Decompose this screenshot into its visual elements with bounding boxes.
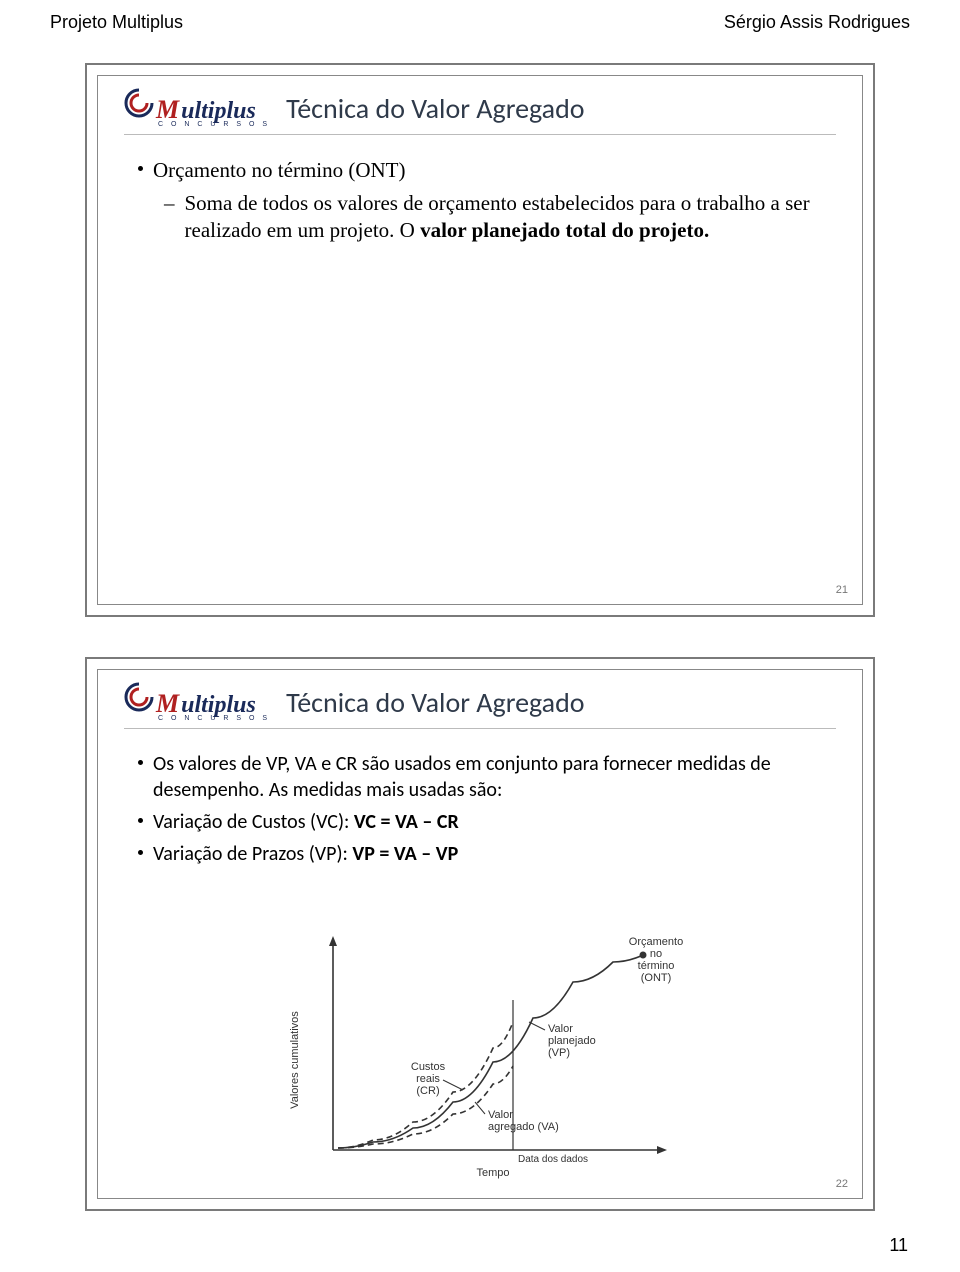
slide1-number: 21 xyxy=(836,584,848,596)
logo-subtitle: C O N C U R S O S xyxy=(158,715,270,722)
svg-text:término: término xyxy=(638,960,675,972)
bullet-icon xyxy=(138,818,143,823)
svg-text:(ONT): (ONT) xyxy=(641,972,672,984)
logo: Multiplus C O N C U R S O S xyxy=(124,88,270,128)
svg-text:Tempo: Tempo xyxy=(476,1167,509,1179)
slide2-bullet2: Variação de Custos (VC): VC = VA – CR xyxy=(153,809,459,835)
dash-icon: – xyxy=(164,190,175,244)
slide2-number: 22 xyxy=(836,1178,848,1190)
svg-text:Valor: Valor xyxy=(548,1023,573,1035)
slide2-bullet1: Os valores de VP, VA e CR são usados em … xyxy=(153,751,826,803)
header-right: Sérgio Assis Rodrigues xyxy=(724,12,910,33)
svg-text:reais: reais xyxy=(416,1073,440,1085)
logo: Multiplus C O N C U R S O S xyxy=(124,682,270,722)
bullet-icon xyxy=(138,850,143,855)
svg-text:(VP): (VP) xyxy=(548,1047,570,1059)
page-number: 11 xyxy=(889,1235,908,1256)
slide-2: Multiplus C O N C U R S O S Técnica do V… xyxy=(85,657,875,1211)
logo-swirl-icon xyxy=(124,682,154,712)
slide1-bullet: Orçamento no término (ONT) xyxy=(153,157,406,184)
slide1-title: Técnica do Valor Agregado xyxy=(286,91,585,126)
svg-text:Valores cumulativos: Valores cumulativos xyxy=(289,1011,301,1109)
svg-text:no: no xyxy=(650,948,662,960)
svg-text:Orçamento: Orçamento xyxy=(629,936,683,948)
bullet-icon xyxy=(138,166,143,171)
svg-text:agregado (VA): agregado (VA) xyxy=(488,1121,559,1133)
slide2-bullet3: Variação de Prazos (VP): VP = VA – VP xyxy=(153,841,458,867)
bullet-icon xyxy=(138,760,143,765)
logo-subtitle: C O N C U R S O S xyxy=(158,121,270,128)
eva-chart: Valores cumulativos Tempo Data dos dados Cu… xyxy=(278,920,718,1180)
slide2-title: Técnica do Valor Agregado xyxy=(286,685,585,720)
svg-text:(CR): (CR) xyxy=(416,1085,439,1097)
header-left: Projeto Multiplus xyxy=(50,12,183,33)
svg-text:Valor: Valor xyxy=(488,1109,513,1121)
slide-1: Multiplus C O N C U R S O S Técnica do V… xyxy=(85,63,875,617)
logo-swirl-icon xyxy=(124,88,154,118)
svg-text:Data dos dados: Data dos dados xyxy=(518,1154,588,1165)
slide1-subtext: Soma de todos os valores de orçamento es… xyxy=(185,190,827,244)
svg-text:planejado: planejado xyxy=(548,1035,596,1047)
svg-text:Custos: Custos xyxy=(411,1061,446,1073)
